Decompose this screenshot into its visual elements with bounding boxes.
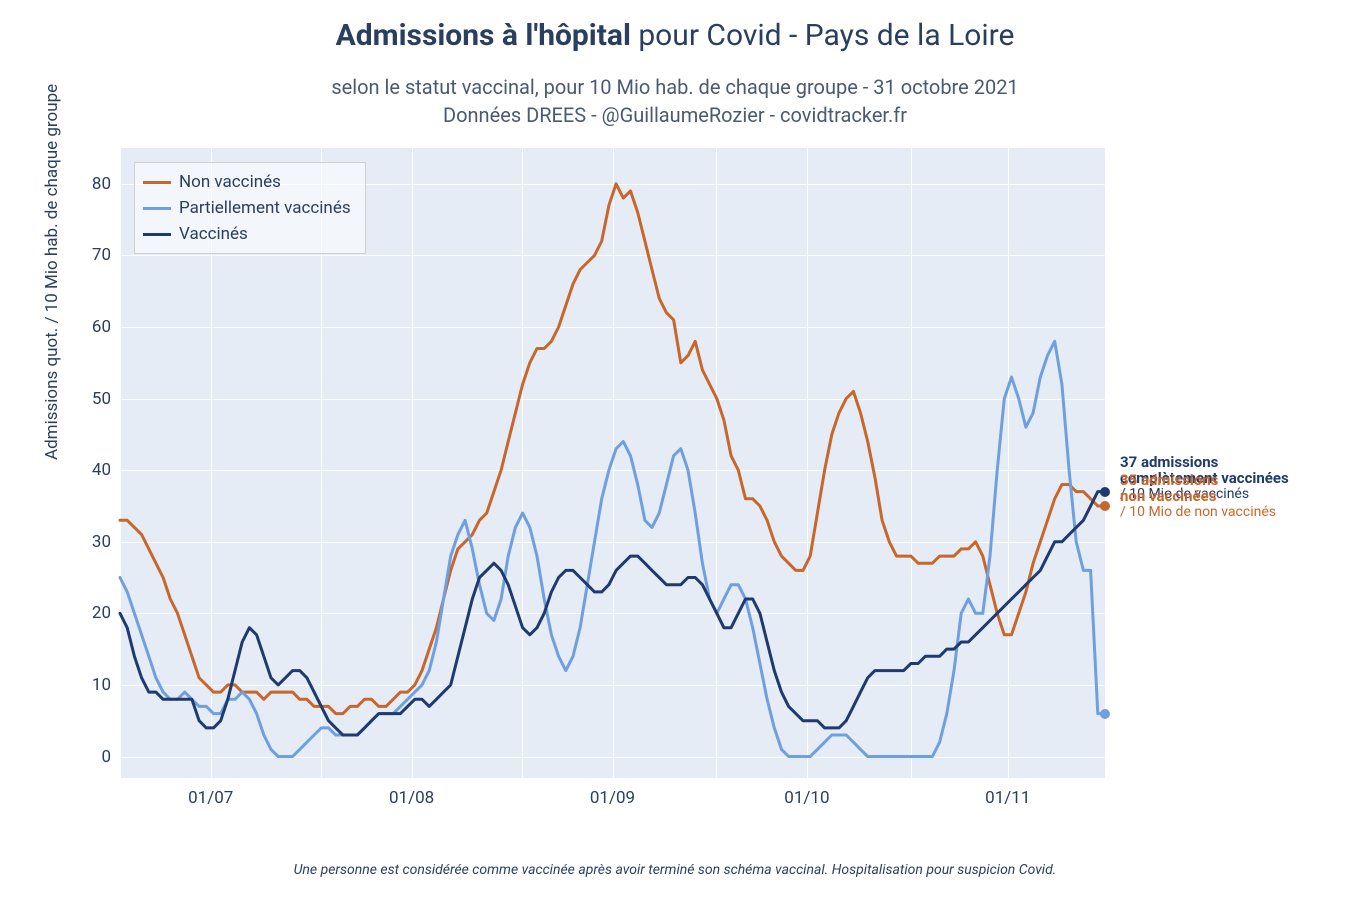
x-tick-label: 01/08 (389, 788, 434, 808)
y-tick-label: 50 (92, 389, 111, 409)
legend-item-vaccines[interactable]: Vaccinés (143, 221, 351, 247)
chart-container: Admissions à l'hôpital pour Covid - Pays… (0, 0, 1350, 900)
legend-swatch (143, 207, 171, 210)
title-rest: pour Covid - Pays de la Loire (631, 18, 1015, 53)
end-marker-non_vaccines (1100, 501, 1110, 511)
x-tick-label: 01/09 (590, 788, 635, 808)
legend-label: Non vaccinés (179, 172, 281, 192)
grid-line-v (1105, 148, 1106, 778)
x-tick-label: 01/11 (985, 788, 1030, 808)
subtitle-line2: Données DREES - @GuillaumeRozier - covid… (0, 101, 1350, 129)
x-tick-label: 01/07 (188, 788, 233, 808)
legend-label: Vaccinés (179, 224, 248, 244)
y-tick-label: 30 (92, 532, 111, 552)
y-axis-title: Admissions quot. / 10 Mio hab. de chaque… (42, 84, 62, 460)
legend[interactable]: Non vaccinés Partiellement vaccinés Vaccin… (134, 162, 366, 254)
title-bold: Admissions à l'hôpital (336, 18, 631, 53)
legend-swatch (143, 181, 171, 184)
end-marker-vaccines (1100, 487, 1110, 497)
chart-subtitle: selon le statut vaccinal, pour 10 Mio ha… (0, 73, 1350, 129)
y-tick-label: 0 (101, 747, 111, 767)
legend-item-non_vaccines[interactable]: Non vaccinés (143, 169, 351, 195)
subtitle-line1: selon le statut vaccinal, pour 10 Mio ha… (0, 73, 1350, 101)
y-tick-label: 70 (92, 245, 111, 265)
y-tick-label: 60 (92, 317, 111, 337)
series-line-vaccines (120, 492, 1105, 735)
y-tick-label: 20 (92, 603, 111, 623)
legend-swatch (143, 233, 171, 236)
y-tick-label: 10 (92, 675, 111, 695)
plot-area[interactable]: Non vaccinés Partiellement vaccinés Vaccin… (120, 148, 1105, 778)
legend-label: Partiellement vaccinés (179, 198, 351, 218)
legend-item-partiellement[interactable]: Partiellement vaccinés (143, 195, 351, 221)
y-tick-label: 80 (92, 174, 111, 194)
x-tick-label: 01/10 (784, 788, 829, 808)
annotation: 35 admissionsnon vaccinées/ 10 Mio de no… (1120, 473, 1276, 519)
chart-footnote: Une personne est considérée comme vaccin… (0, 862, 1350, 878)
y-tick-label: 40 (92, 460, 111, 480)
end-marker-partiellement (1100, 709, 1110, 719)
chart-title: Admissions à l'hôpital pour Covid - Pays… (0, 0, 1350, 53)
